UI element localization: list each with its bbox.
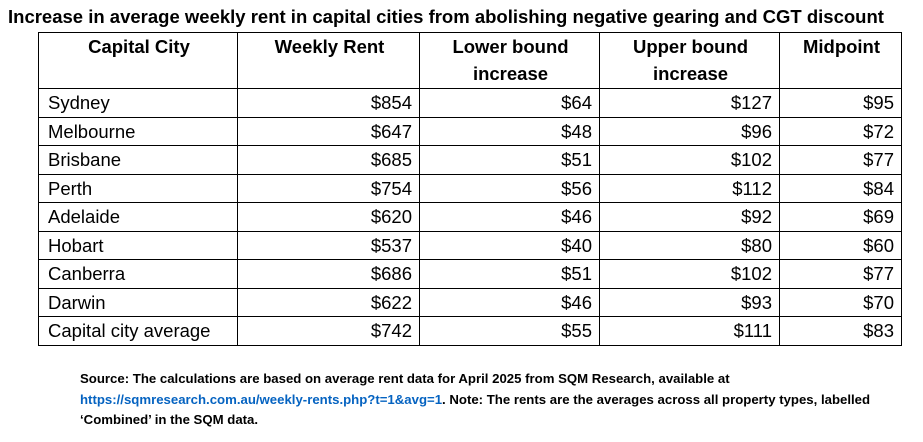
cell-lower-bound: $51 (419, 145, 600, 175)
cell-midpoint: $72 (779, 116, 902, 146)
cell-city: Capital city average (38, 316, 238, 346)
sqm-research-link[interactable]: https://sqmresearch.com.au/weekly-rents.… (80, 391, 443, 407)
cell-weekly-rent: $686 (237, 259, 420, 289)
cell-weekly-rent: $742 (237, 316, 420, 346)
header-midpoint: Midpoint (779, 32, 902, 89)
header-upper-bound: Upper bound increase (599, 32, 780, 89)
source-note-prefix: Source: The calculations are based on av… (80, 371, 730, 386)
cell-lower-bound: $40 (419, 230, 600, 260)
header-capital-city: Capital City (38, 32, 238, 89)
cell-city: Melbourne (38, 116, 238, 146)
cell-city: Brisbane (38, 145, 238, 175)
cell-weekly-rent: $754 (237, 173, 420, 203)
cell-midpoint: $77 (779, 145, 902, 175)
source-note: Source: The calculations are based on av… (80, 369, 880, 431)
cell-upper-bound: $102 (599, 259, 780, 289)
cell-midpoint: $77 (779, 259, 902, 289)
cell-weekly-rent: $854 (237, 88, 420, 118)
table-row: Darwin $622 $46 $93 $70 (38, 287, 902, 317)
cell-upper-bound: $102 (599, 145, 780, 175)
table-row: Canberra $686 $51 $102 $77 (38, 259, 902, 289)
cell-city: Perth (38, 173, 238, 203)
rent-increase-table: Capital City Weekly Rent Lower bound inc… (38, 32, 902, 346)
source-note-suffix: . Note: The rents are the averages acros… (80, 391, 871, 428)
cell-midpoint: $69 (779, 202, 902, 232)
table-title: Increase in average weekly rent in capit… (8, 6, 884, 27)
cell-lower-bound: $64 (419, 88, 600, 118)
cell-city: Darwin (38, 287, 238, 317)
table-header-row: Capital City Weekly Rent Lower bound inc… (38, 32, 902, 89)
cell-weekly-rent: $537 (237, 230, 420, 260)
table-row-average: Capital city average $742 $55 $111 $83 (38, 316, 902, 346)
cell-city: Sydney (38, 88, 238, 118)
cell-midpoint: $83 (779, 316, 902, 346)
table-row: Melbourne $647 $48 $96 $72 (38, 116, 902, 146)
cell-upper-bound: $93 (599, 287, 780, 317)
cell-weekly-rent: $622 (237, 287, 420, 317)
cell-midpoint: $60 (779, 230, 902, 260)
cell-midpoint: $95 (779, 88, 902, 118)
cell-midpoint: $84 (779, 173, 902, 203)
table-row: Adelaide $620 $46 $92 $69 (38, 202, 902, 232)
cell-city: Hobart (38, 230, 238, 260)
cell-upper-bound: $112 (599, 173, 780, 203)
cell-midpoint: $70 (779, 287, 902, 317)
cell-upper-bound: $111 (599, 316, 780, 346)
header-weekly-rent: Weekly Rent (237, 32, 420, 89)
cell-upper-bound: $127 (599, 88, 780, 118)
cell-lower-bound: $48 (419, 116, 600, 146)
table-row: Hobart $537 $40 $80 $60 (38, 230, 902, 260)
cell-upper-bound: $96 (599, 116, 780, 146)
cell-weekly-rent: $620 (237, 202, 420, 232)
cell-lower-bound: $46 (419, 202, 600, 232)
cell-weekly-rent: $685 (237, 145, 420, 175)
cell-lower-bound: $46 (419, 287, 600, 317)
cell-lower-bound: $56 (419, 173, 600, 203)
cell-lower-bound: $51 (419, 259, 600, 289)
table-row: Perth $754 $56 $112 $84 (38, 173, 902, 203)
table-row: Brisbane $685 $51 $102 $77 (38, 145, 902, 175)
cell-upper-bound: $92 (599, 202, 780, 232)
cell-city: Adelaide (38, 202, 238, 232)
cell-city: Canberra (38, 259, 238, 289)
cell-lower-bound: $55 (419, 316, 600, 346)
cell-weekly-rent: $647 (237, 116, 420, 146)
table-row: Sydney $854 $64 $127 $95 (38, 88, 902, 118)
cell-upper-bound: $80 (599, 230, 780, 260)
header-lower-bound: Lower bound increase (419, 32, 600, 89)
